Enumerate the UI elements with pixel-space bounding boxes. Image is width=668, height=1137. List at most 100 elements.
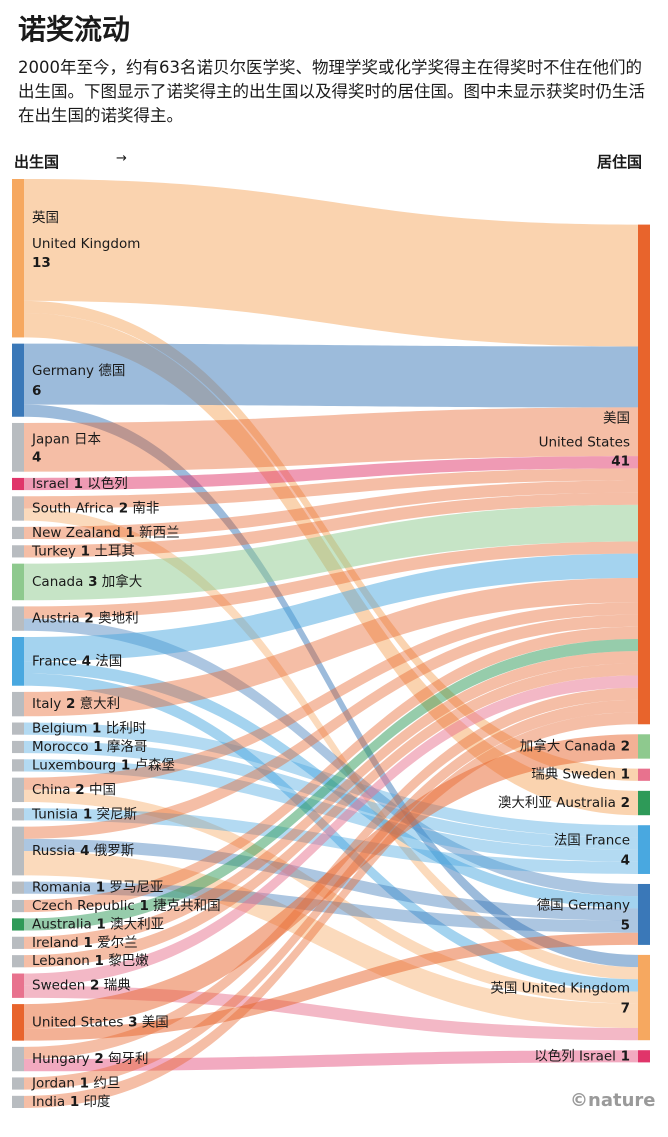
flow-united-states-to-germany (24, 932, 638, 1041)
source-label-israel: Israel 1 以色列 (32, 475, 128, 492)
source-node-romania (12, 881, 24, 894)
source-label-china: China 2 中国 (32, 782, 116, 798)
labels-layer: 英国 United Kingdom 13 Germany 德国 6 Japan 日本 4 Is… (31, 209, 630, 1110)
nodes-layer (12, 179, 650, 1108)
source-label-india: India 1 印度 (32, 1094, 111, 1110)
target-label-sweden: 瑞典 Sweden 1 (531, 767, 630, 783)
flow-india-to-united-states (24, 712, 638, 1108)
flow-austria-to-germany (24, 618, 638, 897)
source-node-sweden (12, 973, 24, 998)
flow-germany-to-united-states (24, 343, 638, 408)
target-node-canada (638, 734, 650, 759)
target-value-germany: 5 (621, 917, 630, 933)
source-node-russia (12, 826, 24, 876)
flow-russia-to-united-kingdom (24, 851, 638, 1029)
source-label-south-africa: South Africa 2 南非 (32, 500, 159, 516)
target-label-canada: 加拿大 Canada 2 (520, 737, 630, 754)
target-label-united-kingdom: 英国 United Kingdom (490, 980, 630, 997)
page-title: 诺奖流动 (18, 13, 131, 46)
source-label-germany: Germany 德国 (32, 363, 125, 379)
target-label-france: 法国 France (554, 833, 630, 849)
left-axis-label: 出生国 (14, 153, 60, 171)
target-label-zh-united-states: 美国 (603, 411, 630, 427)
right-axis-label: 居住国 (596, 153, 642, 171)
flow-turkey-to-united-states (24, 492, 638, 558)
flow-france-to-united-states (24, 553, 638, 662)
flow-new-zealand-to-united-states (24, 480, 638, 540)
flow-japan-to-united-states (24, 407, 638, 472)
source-label-czech-republic: Czech Republic 1 捷克共和国 (32, 898, 221, 914)
flow-south-africa-to-united-states (24, 468, 638, 509)
source-node-morocco (12, 740, 24, 754)
source-label-romania: Romania 1 罗马尼亚 (32, 880, 163, 896)
flow-lebanon-to-united-states (24, 663, 638, 968)
source-label-tunisia: Tunisia 1 突尼斯 (31, 806, 137, 822)
source-value-japan: 4 (32, 449, 41, 465)
source-node-india (12, 1095, 24, 1108)
source-label-russia: Russia 4 俄罗斯 (32, 843, 134, 859)
flows-layer (24, 179, 638, 1108)
source-label-canada: Canada 3 加拿大 (32, 573, 142, 590)
source-node-new-zealand (12, 526, 24, 540)
source-label-en-united-kingdom: United Kingdom (32, 236, 140, 252)
source-label-new-zealand: New Zealand 1 新西兰 (32, 525, 180, 541)
flow-morocco-to-france (24, 740, 638, 850)
flow-united-kingdom-to-united-states (24, 179, 638, 347)
target-label-germany: 德国 Germany (537, 897, 630, 913)
target-label-en-united-states: United States (539, 435, 630, 451)
target-node-israel (638, 1050, 650, 1063)
source-value-germany: 6 (32, 383, 41, 399)
flow-hungary-to-united-states (24, 687, 638, 1060)
source-label-france: France 4 法国 (32, 653, 122, 669)
source-node-italy (12, 691, 24, 717)
target-node-united-kingdom (638, 954, 650, 1041)
flow-tunisia-to-france (24, 808, 638, 874)
source-node-czech-republic (12, 899, 24, 913)
target-value-united-kingdom: 7 (621, 1001, 630, 1017)
flow-israel-to-united-states (24, 456, 638, 491)
source-node-united-kingdom (12, 179, 24, 338)
source-node-ireland (12, 936, 24, 949)
source-label-lebanon: Lebanon 1 黎巴嫩 (32, 953, 149, 969)
source-node-israel (12, 477, 24, 491)
source-label-belgium: Belgium 1 比利时 (32, 721, 146, 737)
flow-canada-to-united-states (24, 504, 638, 601)
target-node-australia (638, 790, 650, 816)
source-node-jordan (12, 1077, 24, 1090)
flow-sweden-to-united-states (24, 675, 638, 986)
flow-jordan-to-united-states (24, 699, 638, 1090)
target-value-united-states: 41 (611, 454, 630, 470)
flow-russia-to-united-states (24, 614, 638, 839)
source-node-tunisia (12, 808, 24, 821)
source-node-hungary (12, 1046, 24, 1072)
source-label-morocco: Morocco 1 摩洛哥 (32, 738, 147, 755)
source-node-united-states (12, 1004, 24, 1041)
source-label-united-states: United States 3 美国 (32, 1014, 169, 1030)
target-node-france (638, 825, 650, 874)
flow-austria-to-united-states (24, 541, 638, 619)
source-label-italy: Italy 2 意大利 (32, 695, 120, 712)
target-value-france: 4 (621, 853, 630, 869)
source-label-hungary: Hungary 2 匈牙利 (32, 1051, 149, 1067)
source-node-france (12, 636, 24, 686)
source-node-turkey (12, 545, 24, 558)
source-label-sweden: Sweden 2 瑞典 (32, 978, 131, 994)
target-node-sweden (638, 768, 650, 781)
source-label-zh-united-kingdom: 英国 (32, 209, 59, 226)
source-label-australia: Australia 1 澳大利亚 (32, 916, 164, 932)
source-label-ireland: Ireland 1 爱尔兰 (32, 935, 138, 951)
source-node-china (12, 777, 24, 803)
source-node-belgium (12, 722, 24, 735)
target-node-germany (638, 883, 650, 945)
source-node-germany (12, 343, 24, 417)
source-node-lebanon (12, 955, 24, 968)
source-label-austria: Austria 2 奥地利 (32, 610, 139, 627)
source-label-luxembourg: Luxembourg 1 卢森堡 (32, 757, 175, 773)
source-node-japan (12, 422, 24, 472)
source-label-jordan: Jordan 1 约旦 (31, 1076, 120, 1092)
page-subtitle: 2000年至今，约有63名诺贝尔医学奖、物理学奖或化学奖得主在得奖时不住在他们的… (18, 58, 645, 125)
flow-china-to-united-states (24, 602, 638, 790)
flow-china-to-united-kingdom (24, 789, 638, 1004)
flow-germany-to-united-kingdom (24, 404, 638, 968)
